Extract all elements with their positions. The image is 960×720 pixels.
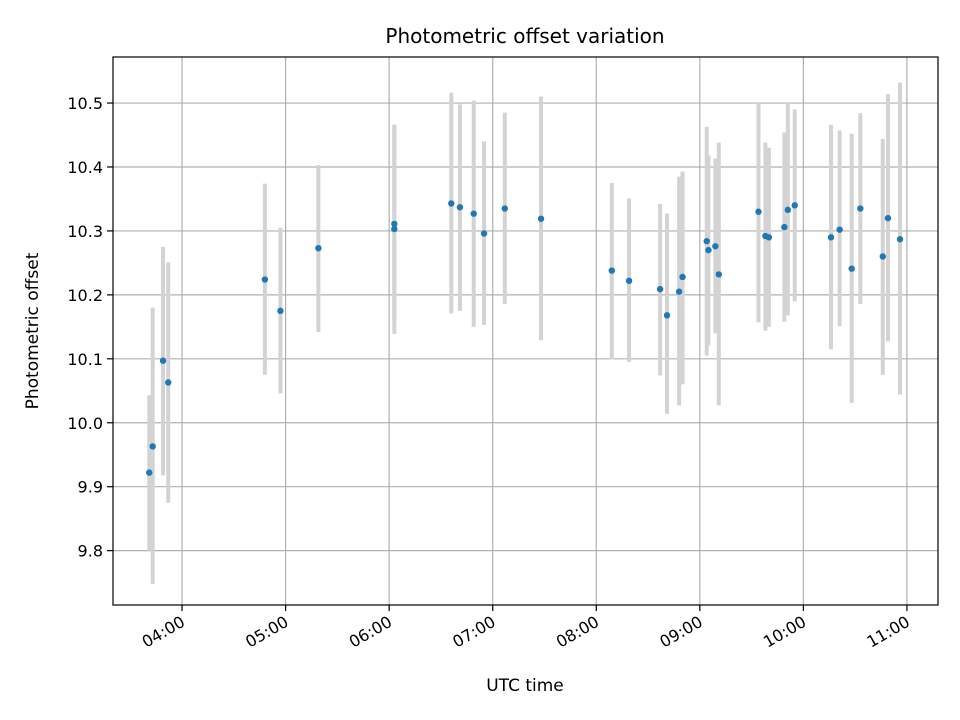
data-point (712, 243, 719, 250)
data-point (857, 205, 864, 212)
grid-lines (113, 57, 938, 605)
data-point (784, 206, 792, 214)
y-tick-label: 9.8 (78, 542, 103, 561)
data-point (456, 204, 464, 211)
data-point (391, 220, 398, 228)
x-axis-label: UTC time (486, 676, 564, 696)
y-tick-label: 10.5 (67, 94, 103, 113)
data-point (537, 215, 545, 222)
data-point (675, 288, 683, 295)
data-point (827, 234, 835, 241)
data-point (501, 205, 508, 212)
data-point (663, 312, 671, 319)
data-point (679, 273, 686, 281)
data-point (277, 307, 284, 315)
data-point (315, 244, 322, 252)
data-point (848, 265, 855, 272)
data-point (705, 246, 712, 254)
y-axis-label: Photometric offset (23, 252, 43, 409)
data-point (480, 230, 488, 237)
y-tick-label: 10.3 (67, 222, 103, 241)
data-point (159, 357, 167, 364)
data-point (755, 208, 762, 215)
y-tick-label: 10.0 (67, 414, 103, 433)
data-point (715, 271, 723, 278)
y-tick-label: 10.1 (67, 350, 103, 369)
data-point (884, 214, 892, 222)
data-point (879, 253, 886, 260)
data-point (781, 223, 788, 231)
data-point (896, 236, 904, 243)
data-point (470, 210, 477, 217)
data-point (149, 443, 156, 450)
data-point (608, 267, 615, 274)
data-point (261, 276, 269, 283)
y-tick-label: 10.4 (67, 158, 103, 177)
data-point (146, 469, 153, 476)
y-tick-label: 10.2 (67, 286, 103, 305)
chart-title: Photometric offset variation (385, 24, 664, 48)
y-tick-label: 9.9 (78, 478, 103, 497)
data-point (836, 226, 843, 233)
data-points (146, 200, 904, 476)
data-point (165, 379, 172, 386)
data-point (765, 234, 773, 241)
data-point (703, 237, 710, 245)
data-point (791, 202, 798, 209)
data-point (625, 277, 633, 285)
data-point (448, 200, 455, 207)
plot-frame (112, 56, 939, 606)
data-point (656, 285, 664, 293)
data-point (391, 225, 398, 233)
